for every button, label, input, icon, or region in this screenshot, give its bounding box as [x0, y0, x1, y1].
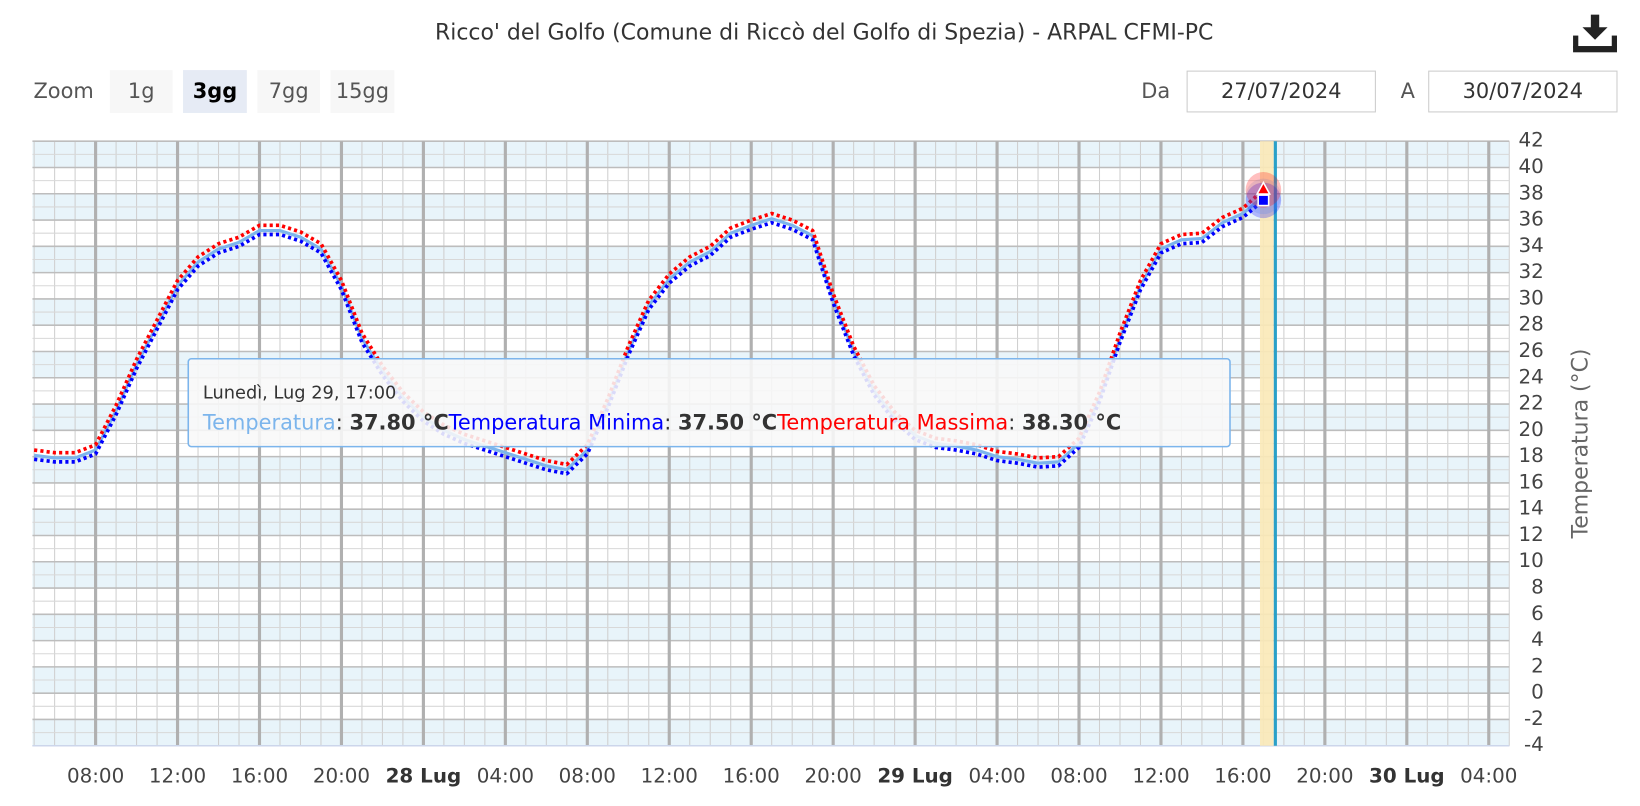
series-line — [33, 198, 1265, 476]
y-tick-label: 0 — [1531, 681, 1544, 704]
y-tick-label: 40 — [1518, 155, 1543, 178]
y-tick-label: 20 — [1518, 418, 1543, 441]
x-tick-label: 04:00 — [968, 765, 1025, 788]
y-tick-label: 36 — [1518, 208, 1543, 231]
y-tick-label: 12 — [1518, 523, 1543, 546]
y-tick-label: 30 — [1518, 286, 1543, 309]
tooltip-series-name: Temperatura Massima — [776, 411, 1008, 435]
tooltip-separator: : — [664, 411, 678, 435]
y-tick-label: -2 — [1524, 707, 1544, 730]
y-tick-label: 34 — [1518, 234, 1543, 257]
y-tick-label: 4 — [1531, 628, 1544, 651]
plot-area: -4-2024681012141618202224262830323436384… — [32, 129, 1544, 788]
zoom-button[interactable] — [330, 70, 395, 113]
zoom-label: Zoom — [33, 79, 93, 103]
date-from: 27/07/2024 — [1221, 79, 1342, 103]
tooltip: Lunedì, Lug 29, 17:00 Temperatura: 37.80 … — [187, 357, 1231, 448]
tooltip-separator: : — [336, 411, 350, 435]
zoom-button[interactable] — [183, 70, 247, 113]
y-axis-title: Temperatura (°C) — [1568, 349, 1593, 540]
plot-band — [1259, 141, 1274, 746]
y-tick-label: 14 — [1518, 497, 1543, 520]
x-tick-label: 04:00 — [477, 765, 534, 788]
x-tick-label: 12:00 — [149, 765, 206, 788]
y-tick-label: 8 — [1531, 576, 1544, 599]
tooltip-separator: : — [1008, 411, 1022, 435]
y-tick-label: 2 — [1531, 654, 1544, 677]
y-tick-label: 24 — [1518, 365, 1543, 388]
x-tick-label: 20:00 — [805, 765, 862, 788]
x-tick-label: 08:00 — [67, 765, 124, 788]
tooltip-row: Temperatura: 37.80 °CTemperatura Minima:… — [202, 411, 1121, 435]
x-tick-label: 20:00 — [1296, 765, 1353, 788]
y-tick-label: -4 — [1524, 733, 1544, 756]
tooltip-header: Lunedì, Lug 29, 17:00 — [203, 382, 396, 403]
x-tick-label: 12:00 — [1132, 765, 1189, 788]
date-input[interactable] — [1428, 70, 1618, 113]
tooltip-value: 37.80 °C — [349, 411, 448, 435]
date-input[interactable] — [1186, 70, 1376, 113]
x-tick-label: 12:00 — [641, 765, 698, 788]
tooltip-series-name: Temperatura — [202, 411, 336, 435]
y-tick-label: 42 — [1518, 129, 1543, 152]
controls: Zoom 1g 3gg 7gg 15gg Da 27/07/2024 A 30/07/2024 — [33, 70, 1618, 113]
download-icon[interactable] — [1573, 14, 1617, 53]
x-tick-label: 08:00 — [559, 765, 616, 788]
zoom-button[interactable] — [257, 70, 321, 113]
x-tick-label: 16:00 — [723, 765, 780, 788]
zoom-button-label: 1g — [128, 79, 155, 103]
x-tick-label: 16:00 — [1214, 765, 1271, 788]
series-line — [33, 188, 1265, 467]
zoom-button-label: 3gg — [193, 79, 237, 103]
y-tick-label: 28 — [1518, 313, 1543, 336]
series-line — [33, 195, 1265, 472]
tooltip-value: 38.30 °C — [1022, 411, 1121, 435]
y-tick-label: 22 — [1518, 392, 1543, 415]
y-tick-label: 16 — [1518, 470, 1543, 493]
hover-marker — [1257, 194, 1270, 207]
x-tick-label: 08:00 — [1050, 765, 1107, 788]
tooltip-box — [187, 357, 1231, 448]
x-tick-label: 04:00 — [1460, 765, 1517, 788]
y-tick-label: 26 — [1518, 339, 1543, 362]
x-tick-label: 30 Lug — [1369, 765, 1445, 788]
tooltip-value: 37.50 °C — [678, 411, 777, 435]
x-tick-label: 29 Lug — [877, 765, 953, 788]
zoom-button-label: 7gg — [269, 79, 309, 103]
x-tick-label: 16:00 — [231, 765, 288, 788]
y-tick-label: 10 — [1518, 549, 1543, 572]
y-tick-label: 18 — [1518, 444, 1543, 467]
y-tick-label: 6 — [1531, 602, 1544, 625]
x-tick-label: 28 Lug — [386, 765, 462, 788]
x-tick-label: 20:00 — [313, 765, 370, 788]
zoom-button-label: 15gg — [336, 79, 389, 103]
y-tick-label: 32 — [1518, 260, 1543, 283]
from-label: Da — [1141, 79, 1170, 103]
tooltip-series-name: Temperatura Minima — [448, 411, 665, 435]
chart-title: Ricco' del Golfo (Comune di Riccò del Go… — [435, 20, 1213, 45]
hover-marker — [1255, 180, 1272, 195]
zoom-button[interactable] — [109, 70, 173, 113]
to-label: A — [1401, 79, 1416, 103]
date-to: 30/07/2024 — [1463, 79, 1584, 103]
y-tick-label: 38 — [1518, 181, 1543, 204]
